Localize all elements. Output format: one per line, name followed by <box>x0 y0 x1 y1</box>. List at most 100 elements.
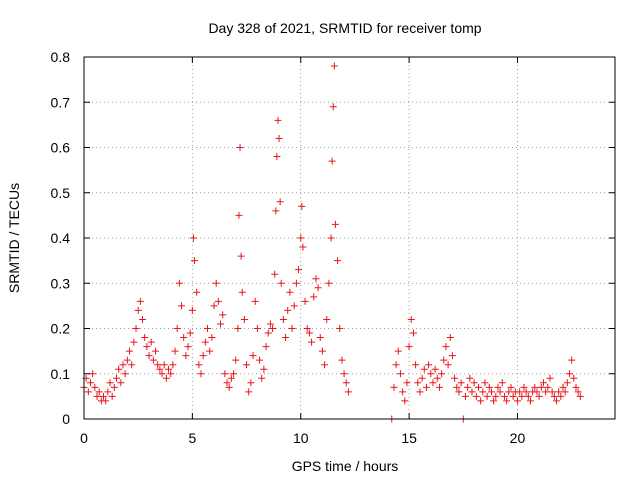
data-point <box>154 361 162 369</box>
data-point <box>535 392 543 400</box>
data-point <box>206 347 214 355</box>
data-point <box>503 397 511 405</box>
data-point <box>102 397 110 405</box>
y-tick-label: 0.2 <box>51 321 71 337</box>
data-point <box>403 379 411 387</box>
data-point <box>338 356 346 364</box>
data-point <box>84 388 92 396</box>
data-point <box>108 392 116 400</box>
data-point <box>234 325 242 332</box>
data-point <box>201 338 209 346</box>
data-point <box>217 320 225 328</box>
data-point <box>139 315 147 323</box>
data-point <box>279 315 287 323</box>
data-point <box>416 388 424 396</box>
data-point <box>544 383 552 391</box>
data-point <box>524 392 532 400</box>
data-point <box>191 257 199 265</box>
data-point <box>548 388 556 396</box>
data-point <box>197 370 205 378</box>
data-point <box>572 383 580 391</box>
x-tick-label: 0 <box>80 430 88 446</box>
data-point <box>464 383 472 391</box>
data-point <box>230 370 238 378</box>
data-point <box>557 392 565 400</box>
data-point <box>297 234 305 242</box>
data-point <box>245 388 253 396</box>
data-point <box>533 388 541 396</box>
data-point <box>247 379 255 387</box>
data-point <box>186 329 194 337</box>
data-point <box>221 370 229 378</box>
y-axis-title: SRMTID / TECUs <box>6 183 22 293</box>
data-point <box>301 297 309 305</box>
data-point <box>552 397 560 405</box>
data-point <box>212 279 220 287</box>
data-point <box>435 383 443 391</box>
data-point <box>481 379 489 387</box>
data-point <box>329 103 337 111</box>
data-point <box>483 392 491 400</box>
data-point <box>409 329 417 337</box>
data-point <box>407 315 415 323</box>
data-point <box>340 370 348 378</box>
y-tick-label: 0.4 <box>51 230 71 246</box>
data-point <box>470 379 478 387</box>
data-point <box>272 207 280 215</box>
data-point <box>568 356 576 364</box>
data-point <box>165 365 173 373</box>
data-point <box>136 297 144 305</box>
data-point <box>232 356 240 364</box>
data-point <box>438 370 446 378</box>
data-point <box>249 352 257 360</box>
data-point <box>303 325 311 332</box>
data-point <box>565 370 573 378</box>
y-tick-label: 0.7 <box>51 94 71 110</box>
data-point <box>145 352 153 360</box>
data-point <box>149 356 157 364</box>
x-tick-label: 5 <box>188 430 196 446</box>
y-tick-label: 0.3 <box>51 275 71 291</box>
x-tick-label: 10 <box>293 430 309 446</box>
data-point <box>485 383 493 391</box>
data-point <box>331 220 339 228</box>
x-axis-title: GPS time / hours <box>292 458 399 474</box>
data-point <box>576 392 584 400</box>
data-point <box>570 374 578 382</box>
data-point <box>425 361 433 369</box>
data-point <box>399 388 407 396</box>
data-point <box>472 392 480 400</box>
data-point <box>298 202 306 210</box>
data-point <box>330 62 338 70</box>
data-point <box>132 325 140 332</box>
data-point <box>422 383 430 391</box>
data-point <box>446 334 454 342</box>
data-point <box>312 275 320 283</box>
data-point <box>321 361 329 369</box>
data-point <box>225 383 233 391</box>
data-point <box>342 379 350 387</box>
data-point <box>327 234 335 242</box>
data-point <box>442 343 450 351</box>
data-point <box>323 315 331 323</box>
data-point <box>496 388 504 396</box>
data-point <box>542 388 550 396</box>
data-point <box>546 374 554 382</box>
data-point <box>143 343 151 351</box>
data-point <box>110 383 118 391</box>
data-point <box>344 388 352 396</box>
data-point <box>522 388 530 396</box>
y-tick-label: 0.6 <box>51 140 71 156</box>
data-point <box>204 325 212 332</box>
data-point <box>466 374 474 382</box>
data-point <box>479 388 487 396</box>
data-point <box>392 361 400 369</box>
data-point <box>431 365 439 373</box>
data-point <box>487 388 495 396</box>
data-point <box>444 361 452 369</box>
data-point <box>236 144 244 151</box>
data-point <box>561 388 569 396</box>
data-point <box>258 374 266 382</box>
data-point <box>167 370 175 378</box>
